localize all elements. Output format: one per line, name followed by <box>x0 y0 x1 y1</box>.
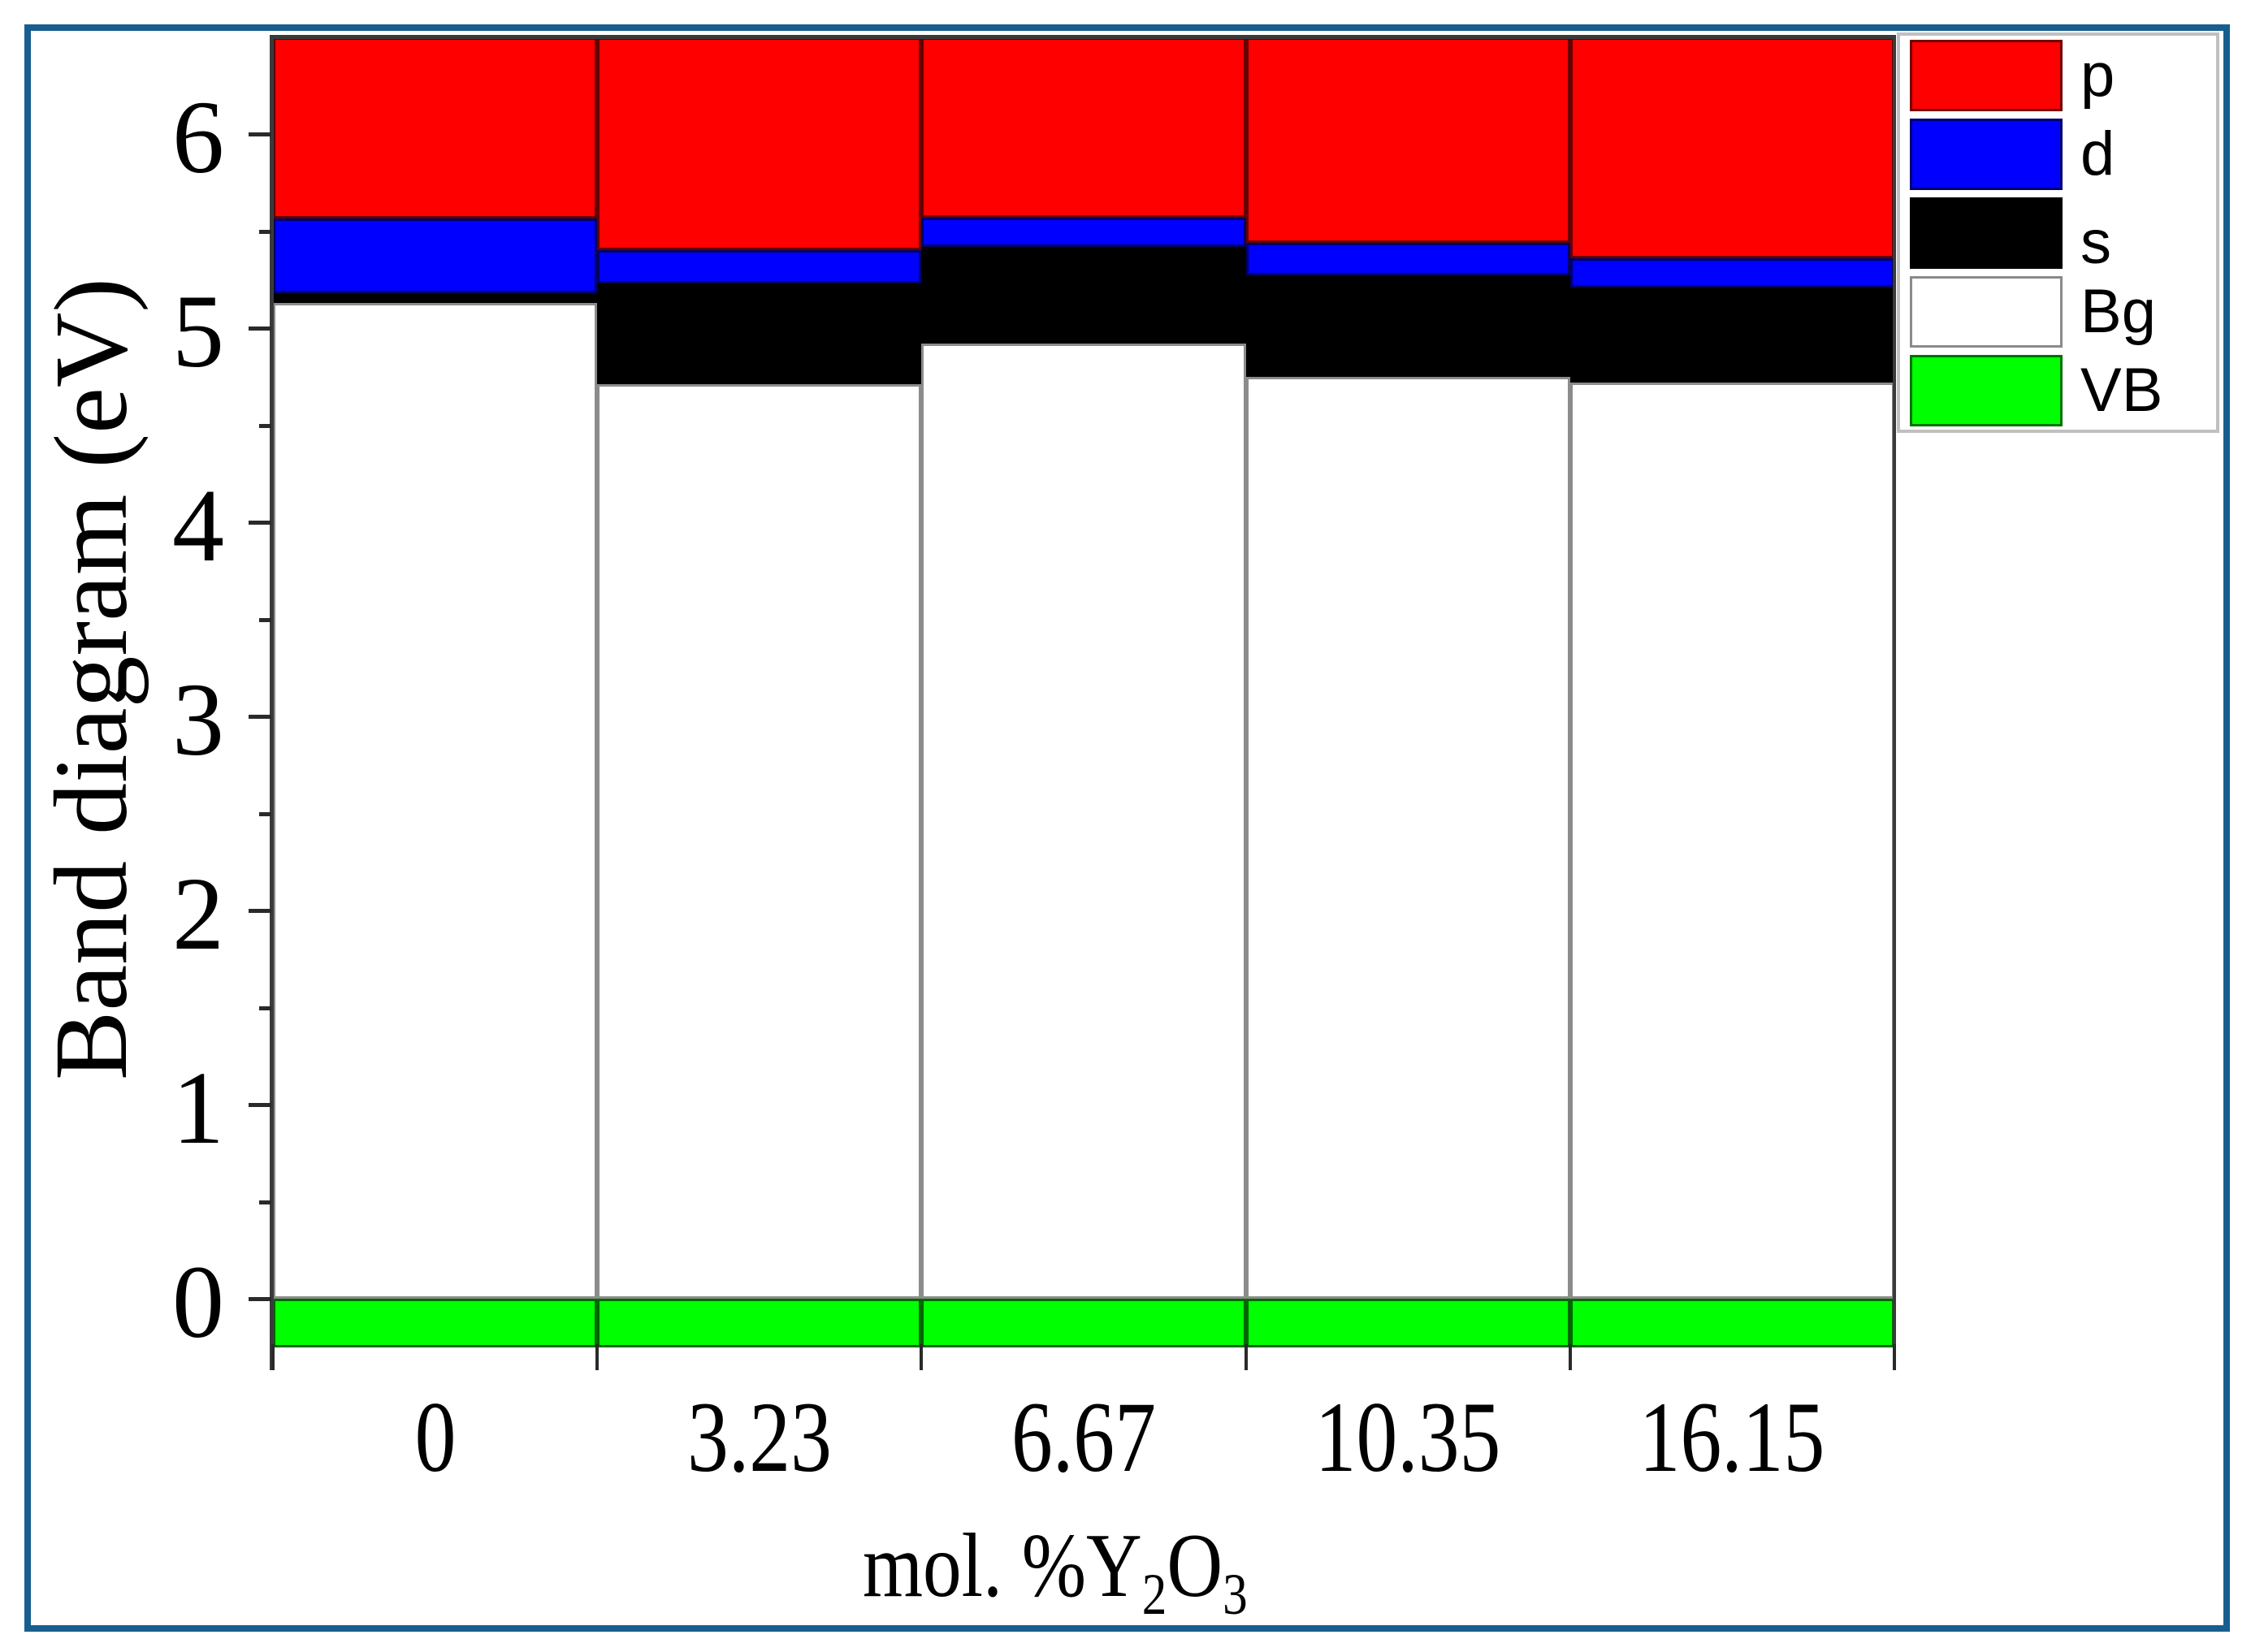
bar-segment-p <box>273 37 598 218</box>
y-tick-label: 2 <box>172 856 224 971</box>
bar-segment-p <box>921 37 1246 218</box>
x-tick <box>1244 1344 1248 1370</box>
y-minor-tick <box>259 1200 271 1204</box>
bar-segment-bg <box>1569 382 1894 1299</box>
y-minor-tick <box>259 1005 271 1010</box>
y-tick-label: 1 <box>172 1050 224 1165</box>
legend: p d s Bg VB <box>1897 32 2219 433</box>
bar-segment-p <box>1569 37 1894 258</box>
bar-segment-bg <box>1245 376 1570 1299</box>
legend-label-vb: VB <box>2080 356 2163 425</box>
x-axis-title-sub1: 2 <box>1141 1562 1167 1627</box>
y-tick-label: 4 <box>172 468 224 583</box>
bar-segment-d <box>273 218 598 293</box>
bar-segment-s <box>597 283 922 385</box>
legend-item-d: d <box>1910 119 2210 193</box>
right-axis-line <box>1893 34 1896 1370</box>
bar-segment-d <box>597 250 922 284</box>
bar-segment-s <box>273 292 598 303</box>
legend-item-bg: Bg <box>1910 276 2210 351</box>
legend-swatch-s <box>1910 197 2063 269</box>
legend-swatch-bg <box>1910 276 2063 348</box>
x-tick <box>1893 1344 1896 1370</box>
x-tick <box>1568 1344 1572 1370</box>
y-major-tick <box>249 132 271 136</box>
top-axis-line <box>270 34 1894 39</box>
legend-label-s: s <box>2080 208 2111 277</box>
x-tick-label: 6.67 <box>1011 1382 1156 1493</box>
y-major-tick <box>249 1297 271 1301</box>
y-major-tick <box>249 1103 271 1107</box>
bar-segment-d <box>1245 242 1570 276</box>
legend-label-bg: Bg <box>2080 277 2156 346</box>
y-major-tick <box>249 909 271 913</box>
x-tick <box>920 1344 924 1370</box>
x-tick-label: 3.23 <box>686 1382 832 1493</box>
legend-swatch-p <box>1910 40 2063 111</box>
bar-segment-vb <box>1245 1299 1570 1347</box>
bar-segment-vb <box>273 1299 598 1347</box>
bar-segment-vb <box>1569 1299 1894 1347</box>
y-minor-tick <box>259 617 271 622</box>
x-tick-label: 16.15 <box>1639 1382 1825 1493</box>
legend-item-vb: VB <box>1910 355 2210 430</box>
x-tick-label: 0 <box>414 1382 457 1493</box>
legend-item-s: s <box>1910 197 2210 277</box>
x-axis-title-sub2: 3 <box>1223 1562 1248 1627</box>
bar-segment-vb <box>597 1299 922 1347</box>
bar-segment-d <box>921 217 1246 247</box>
x-axis-title: mol. %Y2O3 <box>863 1520 1248 1624</box>
bar-segment-p <box>597 37 922 251</box>
y-axis-line <box>270 34 274 1370</box>
legend-swatch-vb <box>1910 355 2063 426</box>
y-tick-label: 5 <box>172 274 224 389</box>
legend-label-p: p <box>2080 41 2115 110</box>
bar-segment-bg <box>921 344 1246 1299</box>
y-tick-label: 3 <box>172 662 224 777</box>
x-tick <box>595 1344 600 1370</box>
bar-segment-s <box>1569 287 1894 383</box>
bar-segment-p <box>1245 37 1570 243</box>
y-major-tick <box>249 715 271 719</box>
y-major-tick <box>249 521 271 525</box>
bar-segment-d <box>1569 257 1894 288</box>
bar-segment-bg <box>273 302 598 1299</box>
bar-segment-s <box>1245 275 1570 377</box>
legend-swatch-d <box>1910 119 2063 190</box>
y-tick-label: 0 <box>172 1244 224 1360</box>
bar-segment-vb <box>921 1299 1246 1347</box>
legend-item-p: p <box>1910 40 2210 115</box>
bar-segment-bg <box>597 384 922 1299</box>
y-tick-label: 6 <box>172 80 224 195</box>
y-minor-tick <box>259 811 271 816</box>
x-axis-title-prefix: mol. %Y <box>863 1516 1142 1616</box>
bar-segment-s <box>921 246 1246 344</box>
x-tick-label: 10.35 <box>1314 1382 1501 1493</box>
y-minor-tick <box>259 423 271 428</box>
legend-label-d: d <box>2080 119 2115 188</box>
y-minor-tick <box>259 229 271 234</box>
x-axis-title-mid: O <box>1167 1516 1223 1616</box>
y-major-tick <box>249 327 271 331</box>
x-tick <box>271 1344 275 1370</box>
